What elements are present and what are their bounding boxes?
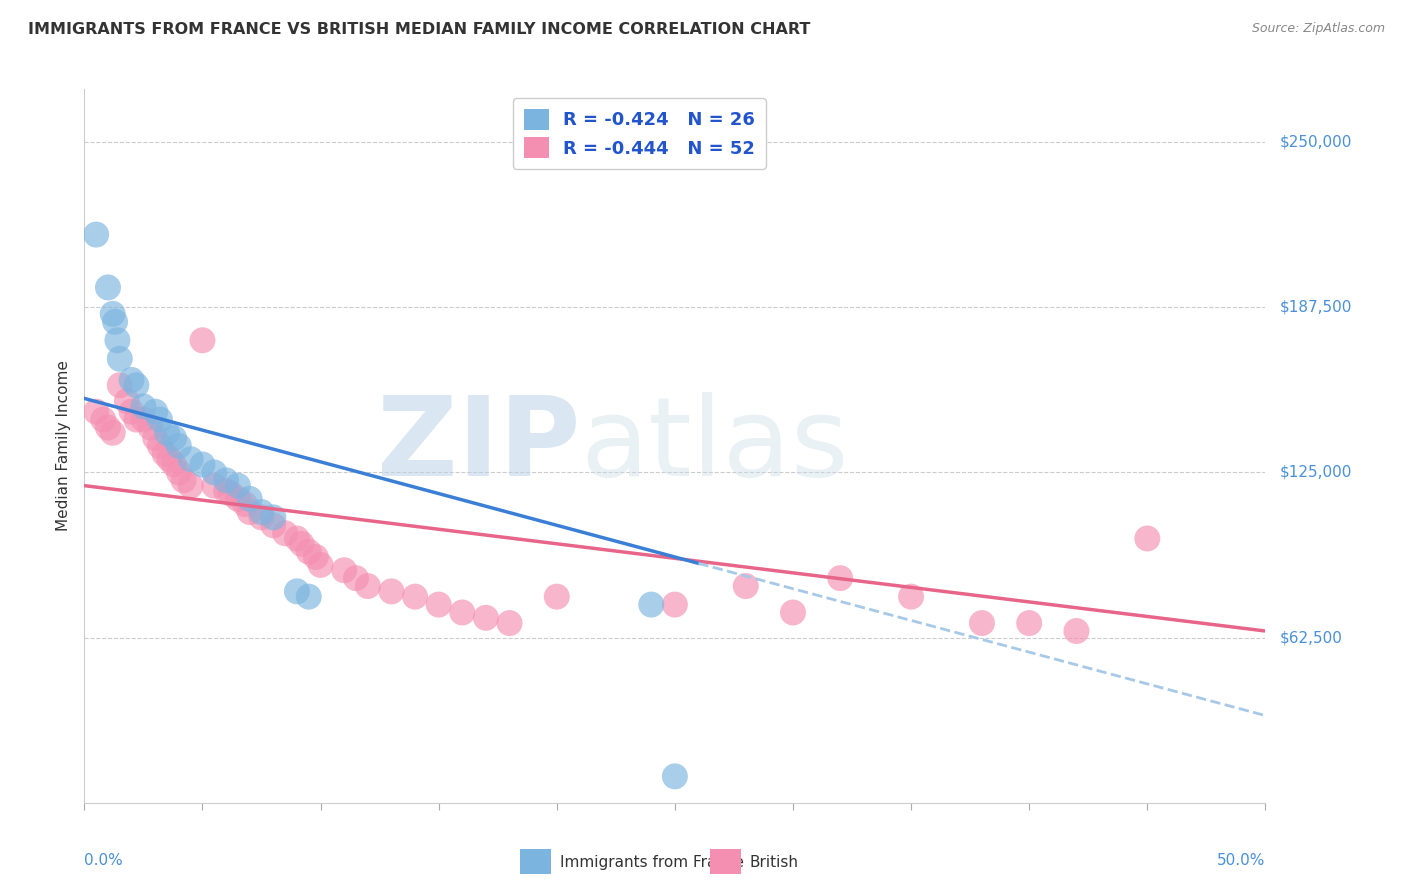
- Point: [734, 579, 756, 593]
- Point: [149, 412, 172, 426]
- Text: atlas: atlas: [581, 392, 849, 500]
- Point: [202, 478, 225, 492]
- Point: [163, 458, 186, 472]
- Point: [333, 563, 356, 577]
- Point: [163, 431, 186, 445]
- Point: [191, 458, 214, 472]
- Point: [156, 425, 179, 440]
- Point: [262, 510, 284, 524]
- Point: [121, 373, 143, 387]
- Point: [782, 606, 804, 620]
- Point: [101, 425, 124, 440]
- Point: [167, 466, 190, 480]
- Point: [309, 558, 332, 572]
- Point: [900, 590, 922, 604]
- Point: [132, 400, 155, 414]
- Point: [498, 616, 520, 631]
- Text: $125,000: $125,000: [1279, 465, 1351, 480]
- Text: 0.0%: 0.0%: [84, 853, 124, 868]
- Point: [121, 404, 143, 418]
- Point: [226, 491, 249, 506]
- Point: [219, 486, 242, 500]
- Legend: R = -0.424   N = 26, R = -0.444   N = 52: R = -0.424 N = 26, R = -0.444 N = 52: [513, 98, 766, 169]
- Point: [427, 598, 450, 612]
- Point: [97, 420, 120, 434]
- Point: [115, 394, 138, 409]
- Point: [132, 412, 155, 426]
- Point: [1066, 624, 1088, 638]
- Point: [664, 598, 686, 612]
- Point: [250, 505, 273, 519]
- Point: [357, 579, 380, 593]
- Point: [202, 466, 225, 480]
- Point: [149, 439, 172, 453]
- Point: [239, 505, 262, 519]
- Point: [262, 518, 284, 533]
- Point: [1136, 532, 1159, 546]
- Point: [180, 478, 202, 492]
- Point: [108, 351, 131, 366]
- Point: [143, 431, 166, 445]
- Text: British: British: [749, 855, 799, 870]
- Point: [380, 584, 402, 599]
- Y-axis label: Median Family Income: Median Family Income: [56, 360, 72, 532]
- Point: [101, 307, 124, 321]
- Text: Source: ZipAtlas.com: Source: ZipAtlas.com: [1251, 22, 1385, 36]
- Text: Immigrants from France: Immigrants from France: [560, 855, 744, 870]
- Point: [274, 526, 297, 541]
- Text: $62,500: $62,500: [1279, 630, 1343, 645]
- Point: [1018, 616, 1040, 631]
- Text: IMMIGRANTS FROM FRANCE VS BRITISH MEDIAN FAMILY INCOME CORRELATION CHART: IMMIGRANTS FROM FRANCE VS BRITISH MEDIAN…: [28, 22, 810, 37]
- Point: [664, 769, 686, 783]
- Point: [215, 483, 238, 498]
- Point: [285, 584, 308, 599]
- Text: ZIP: ZIP: [377, 392, 581, 500]
- Point: [291, 537, 314, 551]
- Point: [344, 571, 367, 585]
- Point: [125, 412, 148, 426]
- Point: [108, 378, 131, 392]
- Point: [226, 478, 249, 492]
- Point: [970, 616, 993, 631]
- Point: [104, 315, 127, 329]
- Point: [139, 420, 162, 434]
- Point: [84, 404, 107, 418]
- Point: [250, 510, 273, 524]
- Point: [305, 549, 328, 564]
- Point: [640, 598, 662, 612]
- Point: [830, 571, 852, 585]
- Point: [107, 333, 129, 347]
- Point: [233, 497, 256, 511]
- Point: [298, 545, 321, 559]
- Point: [153, 447, 176, 461]
- Point: [173, 474, 195, 488]
- Point: [285, 532, 308, 546]
- Point: [167, 439, 190, 453]
- Text: 50.0%: 50.0%: [1218, 853, 1265, 868]
- Point: [91, 412, 114, 426]
- Point: [125, 378, 148, 392]
- Point: [546, 590, 568, 604]
- Point: [215, 474, 238, 488]
- Point: [143, 404, 166, 418]
- Point: [180, 452, 202, 467]
- Point: [191, 333, 214, 347]
- Point: [451, 606, 474, 620]
- Text: $250,000: $250,000: [1279, 135, 1351, 150]
- Text: $187,500: $187,500: [1279, 300, 1351, 315]
- Point: [239, 491, 262, 506]
- Point: [404, 590, 426, 604]
- Point: [475, 611, 498, 625]
- Point: [84, 227, 107, 242]
- Point: [298, 590, 321, 604]
- Point: [157, 452, 180, 467]
- Point: [97, 280, 120, 294]
